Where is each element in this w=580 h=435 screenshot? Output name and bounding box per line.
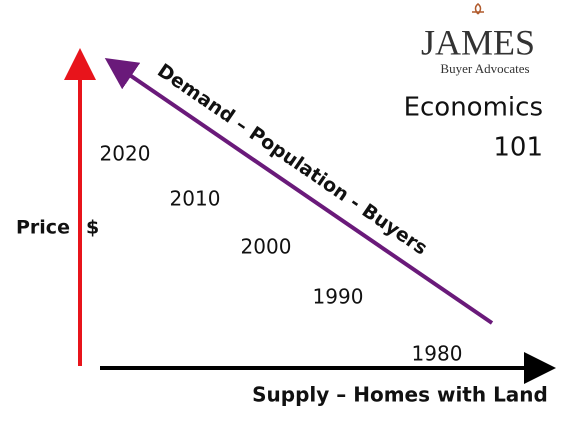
year-label: 2010 — [170, 187, 221, 211]
year-label: 1980 — [412, 342, 463, 366]
logo-name: JAMES — [421, 22, 535, 62]
logo-ornament — [471, 3, 484, 15]
title-line: 101 — [493, 133, 543, 163]
logo-tagline: Buyer Advocates — [440, 61, 529, 76]
year-label: 2000 — [241, 235, 292, 259]
year-label: 1990 — [313, 285, 364, 309]
title-line: Economics — [404, 93, 543, 123]
x-axis-label: Supply – Homes with Land — [252, 383, 548, 407]
demand-label: Demand – Population - Buyers — [153, 60, 431, 260]
y-axis-label: Price — [16, 217, 70, 239]
y-axis-unit: $ — [86, 217, 99, 239]
year-label: 2020 — [100, 142, 151, 166]
demand-arrow — [104, 57, 494, 325]
